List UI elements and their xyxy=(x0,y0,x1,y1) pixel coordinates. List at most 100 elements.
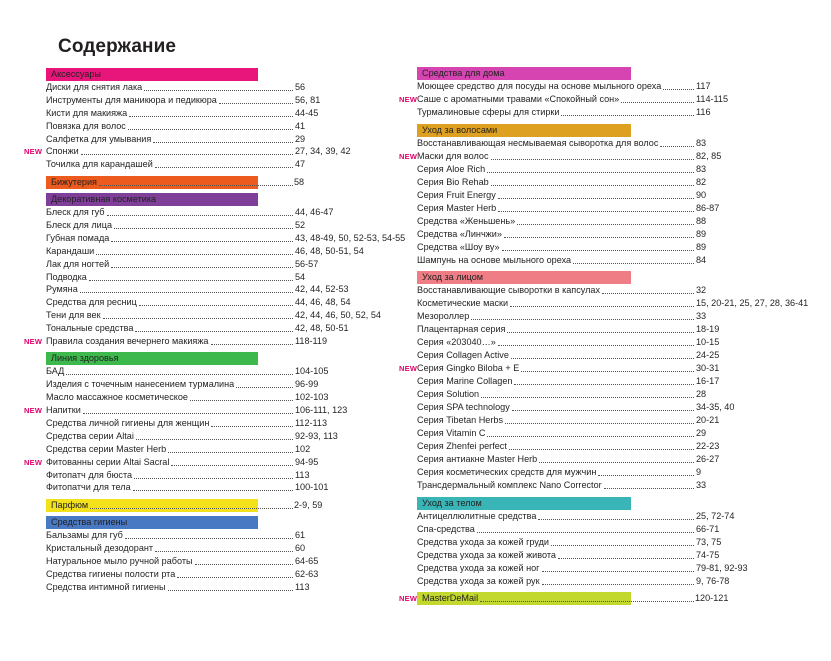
toc-entry[interactable]: Косметические маски 15, 20-21, 25, 27, 28… xyxy=(417,297,815,311)
toc-entry[interactable]: Шампунь на основе мыльного ореха 84 xyxy=(417,253,815,267)
toc-entry[interactable]: Средства «Линчжи» 89 xyxy=(417,227,815,241)
toc-entry[interactable]: Кисти для макияжа 44-45 xyxy=(46,106,414,120)
leader-dots xyxy=(81,154,293,156)
toc-entry[interactable]: Средства «Шоу ву» 89 xyxy=(417,240,815,254)
toc-entry[interactable]: Губная помада 43, 48-49, 50, 52-53, 54-55 xyxy=(46,231,414,245)
toc-entry[interactable]: Серия SPA technology 34-35, 40 xyxy=(417,401,815,415)
toc-entry[interactable]: Блеск для губ 44, 46-47 xyxy=(46,206,414,219)
toc-entry[interactable]: Напитки 106-111, 123 NEW xyxy=(24,404,414,417)
toc-entry[interactable]: Серия Fruit Energy 90 xyxy=(417,188,815,202)
entry-title: Средства «Шоу ву» xyxy=(417,241,500,252)
page-numbers: 92-93, 113 xyxy=(294,429,338,443)
toc-entry[interactable]: Румяна 42, 44, 52-53 xyxy=(46,283,414,297)
toc-entry[interactable]: Серия Marine Collagen 16-17 xyxy=(417,375,815,389)
entry-title: Губная помада xyxy=(46,232,110,243)
toc-entry[interactable]: Бальзамы для губ 61 xyxy=(46,529,414,543)
entry-title: Средства серии Master Herb xyxy=(46,443,167,454)
entry-title: Румяна xyxy=(46,284,78,295)
leader-dots xyxy=(542,583,694,585)
toc-entry[interactable]: Средства серии Master Herb 102 xyxy=(46,442,414,456)
toc-entry[interactable]: Серия Tibetan Herbs 20-21 xyxy=(417,414,815,428)
toc-entry[interactable]: Средства интимной гигиены 113 xyxy=(46,580,414,594)
toc-entry[interactable]: Спонжи 27, 34, 39, 42 NEW xyxy=(24,145,414,159)
entry-title: Средства ухода за кожей живота xyxy=(417,549,556,560)
toc-entry[interactable]: Средства для ресниц 44, 46, 48, 54 xyxy=(46,296,414,310)
page-numbers: 9 xyxy=(695,466,702,480)
toc-entry[interactable]: Спа-средства 66-71 xyxy=(417,522,815,536)
toc-entry[interactable]: Мезороллер 33 xyxy=(417,310,815,324)
toc-entry[interactable]: Серия «203040…» 10-15 xyxy=(417,336,815,350)
toc-section-header[interactable]: Бижутерия 58 xyxy=(46,175,414,189)
toc-entry[interactable]: Правила создания вечернего макияжа 118-11… xyxy=(24,335,414,348)
toc-entry[interactable]: Повязка для волос 41 xyxy=(46,119,414,133)
toc-entry[interactable]: Плацентарная серия 18-19 xyxy=(417,323,815,337)
toc-entry[interactable]: Средства ухода за кожей груди 73, 75 xyxy=(417,535,815,549)
leader-dots xyxy=(517,223,694,225)
toc-entry[interactable]: Диски для снятия лака 56 xyxy=(46,80,414,94)
toc-entry[interactable]: Блеск для лица 52 xyxy=(46,218,414,232)
toc-entry[interactable]: Средства «Женьшень» 88 xyxy=(417,214,815,228)
toc-entry[interactable]: Серия Bio Rehab 82 xyxy=(417,175,815,189)
toc-section-header[interactable]: Парфюм 2-9, 59 xyxy=(46,498,414,512)
toc-entry[interactable]: Серия антиакне Master Herb 26-27 xyxy=(417,453,815,467)
new-badge: NEW xyxy=(24,457,43,467)
toc-entry[interactable]: Карандаши 46, 48, 50-51, 54 xyxy=(46,244,414,258)
leader-dots xyxy=(487,436,694,438)
toc-entry[interactable]: Изделия с точечным нанесением турмалина 9… xyxy=(46,378,414,392)
toc-entry[interactable]: Средства серии Altai 92-93, 113 xyxy=(46,429,414,443)
leader-dots xyxy=(99,184,293,186)
toc-entry[interactable]: БАД 104-105 xyxy=(46,365,414,379)
toc-entry[interactable]: Серия косметических средств для мужчин 9 xyxy=(417,466,815,480)
toc-entry[interactable]: Маски для волос 82, 85 NEW xyxy=(399,149,815,163)
toc-entry[interactable]: Серия Zhenfei perfect 22-23 xyxy=(417,440,815,454)
toc-entry[interactable]: Восстанавливающая несмываемая сыворотка … xyxy=(417,136,815,150)
page-numbers: 73, 75 xyxy=(695,535,722,549)
toc-section-header[interactable]: Аксессуары xyxy=(46,68,414,81)
section-color-bar xyxy=(46,352,258,366)
toc-entry[interactable]: Средства ухода за кожей рук 9, 76-78 xyxy=(417,574,815,588)
toc-entry[interactable]: Фитопатчи для тела 100-101 xyxy=(46,481,414,495)
toc-section-header[interactable]: Линия здоровья xyxy=(46,352,414,366)
toc-entry[interactable]: Точилка для карандашей 47 xyxy=(46,158,414,172)
toc-section-header[interactable]: Уход за лицом xyxy=(417,271,815,285)
toc-entry[interactable]: Серия Aloe Rich 83 xyxy=(417,162,815,176)
toc-entry[interactable]: Серия Master Herb 86-87 xyxy=(417,201,815,215)
toc-section-header[interactable]: Средства для дома xyxy=(417,67,815,80)
toc-entry[interactable]: Саше с ароматными травами «Спокойный сон… xyxy=(399,93,815,106)
toc-entry[interactable]: Антицеллюлитные средства 25, 72-74 xyxy=(417,509,815,523)
toc-entry[interactable]: Средства ухода за кожей ног 79-81, 92-93 xyxy=(417,561,815,575)
toc-entry[interactable]: Лак для ногтей 56-57 xyxy=(46,257,414,271)
entry-title: Серия Marine Collagen xyxy=(417,376,513,387)
toc-entry[interactable]: Турмалиновые сферы для стирки 116 xyxy=(417,106,815,119)
entry-title: Спонжи xyxy=(46,146,79,157)
toc-entry[interactable]: Фитованны серии Altai Sacral 94-95 NEW xyxy=(24,455,414,469)
leader-dots xyxy=(561,115,694,116)
toc-entry[interactable]: Восстанавливающие сыворотки в капсулах 32 xyxy=(417,284,815,298)
toc-section-header[interactable]: Декоративная косметика xyxy=(46,193,414,207)
toc-entry[interactable]: Серия Gingko Biloba + E 30-31 NEW xyxy=(399,362,815,376)
toc-entry[interactable]: Средства ухода за кожей живота 74-75 xyxy=(417,548,815,562)
toc-entry[interactable]: Подводка 54 xyxy=(46,270,414,284)
toc-section-header[interactable]: Уход за телом xyxy=(417,496,815,510)
toc-entry[interactable]: Тональные средства 42, 48, 50-51 xyxy=(46,322,414,336)
toc-entry[interactable]: Серия Collagen Active 24-25 xyxy=(417,349,815,363)
toc-section-header[interactable]: MasterDeMail 120-121 NEW xyxy=(399,592,815,606)
toc-entry[interactable]: Кристальный дезодорант 60 xyxy=(46,542,414,556)
toc-entry[interactable]: Серия Vitamin C 29 xyxy=(417,427,815,441)
entry-title: Инструменты для маникюра и педикюра xyxy=(46,94,217,105)
toc-entry[interactable]: Масло массажное косметическое 102-103 xyxy=(46,391,414,405)
toc-entry[interactable]: Средства гигиены полости рта 62-63 xyxy=(46,567,414,581)
toc-entry[interactable]: Трансдермальный комплекс Nano Corrector 3… xyxy=(417,479,815,493)
toc-entry[interactable]: Натуральное мыло ручной работы 64-65 xyxy=(46,555,414,568)
toc-entry[interactable]: Инструменты для маникюра и педикюра 56, 8… xyxy=(46,93,414,107)
entry-title: Повязка для волос xyxy=(46,120,126,131)
toc-entry[interactable]: Фитопатч для бюста 113 xyxy=(46,468,414,482)
toc-entry[interactable]: Моющее средство для посуды на основе мыл… xyxy=(417,80,815,93)
toc-entry[interactable]: Тени для век 42, 44, 46, 50, 52, 54 xyxy=(46,309,414,323)
toc-section-header[interactable]: Уход за волосами xyxy=(417,123,815,137)
toc-entry[interactable]: Серия Solution 28 xyxy=(417,388,815,402)
toc-section-header[interactable]: Средства гигиены xyxy=(46,516,414,530)
toc-entry[interactable]: Средства личной гигиены для женщин 112-11… xyxy=(46,416,414,430)
page-numbers: 34-35, 40 xyxy=(695,401,735,415)
toc-entry[interactable]: Салфетка для умывания 29 xyxy=(46,132,414,146)
